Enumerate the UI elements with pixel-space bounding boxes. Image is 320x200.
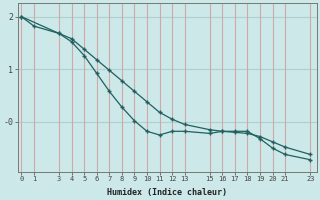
X-axis label: Humidex (Indice chaleur): Humidex (Indice chaleur) — [107, 188, 227, 197]
